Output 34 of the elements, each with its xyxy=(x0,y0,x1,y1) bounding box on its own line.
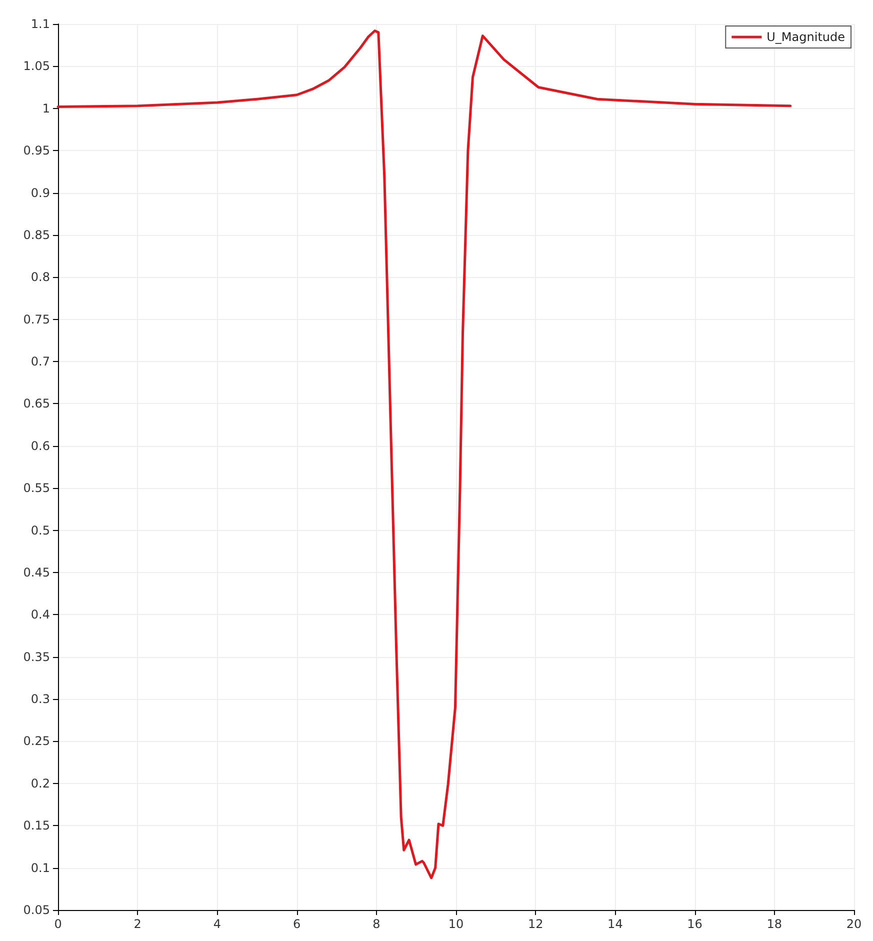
y-tick-label: 1 xyxy=(42,101,50,116)
x-tick-label: 8 xyxy=(372,917,380,931)
x-tick-label: 20 xyxy=(846,917,862,931)
x-tick-label: 4 xyxy=(213,917,222,931)
y-tick-label: 0.5 xyxy=(30,523,50,538)
y-tick-label: 0.95 xyxy=(23,144,50,158)
x-tick-label: 14 xyxy=(608,917,623,931)
y-tick-label: 0.65 xyxy=(23,396,50,411)
y-tick-label: 0.2 xyxy=(30,776,50,790)
y-tick-label: 1.05 xyxy=(23,59,50,74)
y-tick-label: 0.85 xyxy=(23,228,50,242)
x-tick-label: 12 xyxy=(528,917,544,931)
y-tick-label: 0.15 xyxy=(23,818,50,833)
legend-label: U_Magnitude xyxy=(766,30,845,44)
y-tick-label: 0.1 xyxy=(30,860,50,875)
x-tick-label: 18 xyxy=(766,917,782,931)
y-tick-label: 0.9 xyxy=(30,186,50,200)
y-tick-label: 0.7 xyxy=(30,354,50,369)
y-tick-label: 0.8 xyxy=(30,270,50,284)
x-tick-label: 0 xyxy=(54,917,62,931)
x-tick-label: 10 xyxy=(448,917,464,931)
y-tick-label: 0.75 xyxy=(23,312,50,326)
y-tick-label: 0.35 xyxy=(23,650,50,664)
y-tick-label: 0.05 xyxy=(23,903,50,917)
y-tick-label: 0.55 xyxy=(23,481,50,496)
y-tick-label: 0.45 xyxy=(23,565,50,580)
y-tick-label: 0.3 xyxy=(30,692,50,706)
y-tick-label: 0.4 xyxy=(30,608,50,622)
x-tick-label: 16 xyxy=(687,917,702,931)
y-tick-label: 0.6 xyxy=(30,438,50,453)
y-tick-label: 0.25 xyxy=(23,734,50,748)
x-tick-label: 2 xyxy=(134,917,142,931)
x-tick-label: 6 xyxy=(292,917,301,931)
y-tick-label: 1.1 xyxy=(30,17,50,31)
